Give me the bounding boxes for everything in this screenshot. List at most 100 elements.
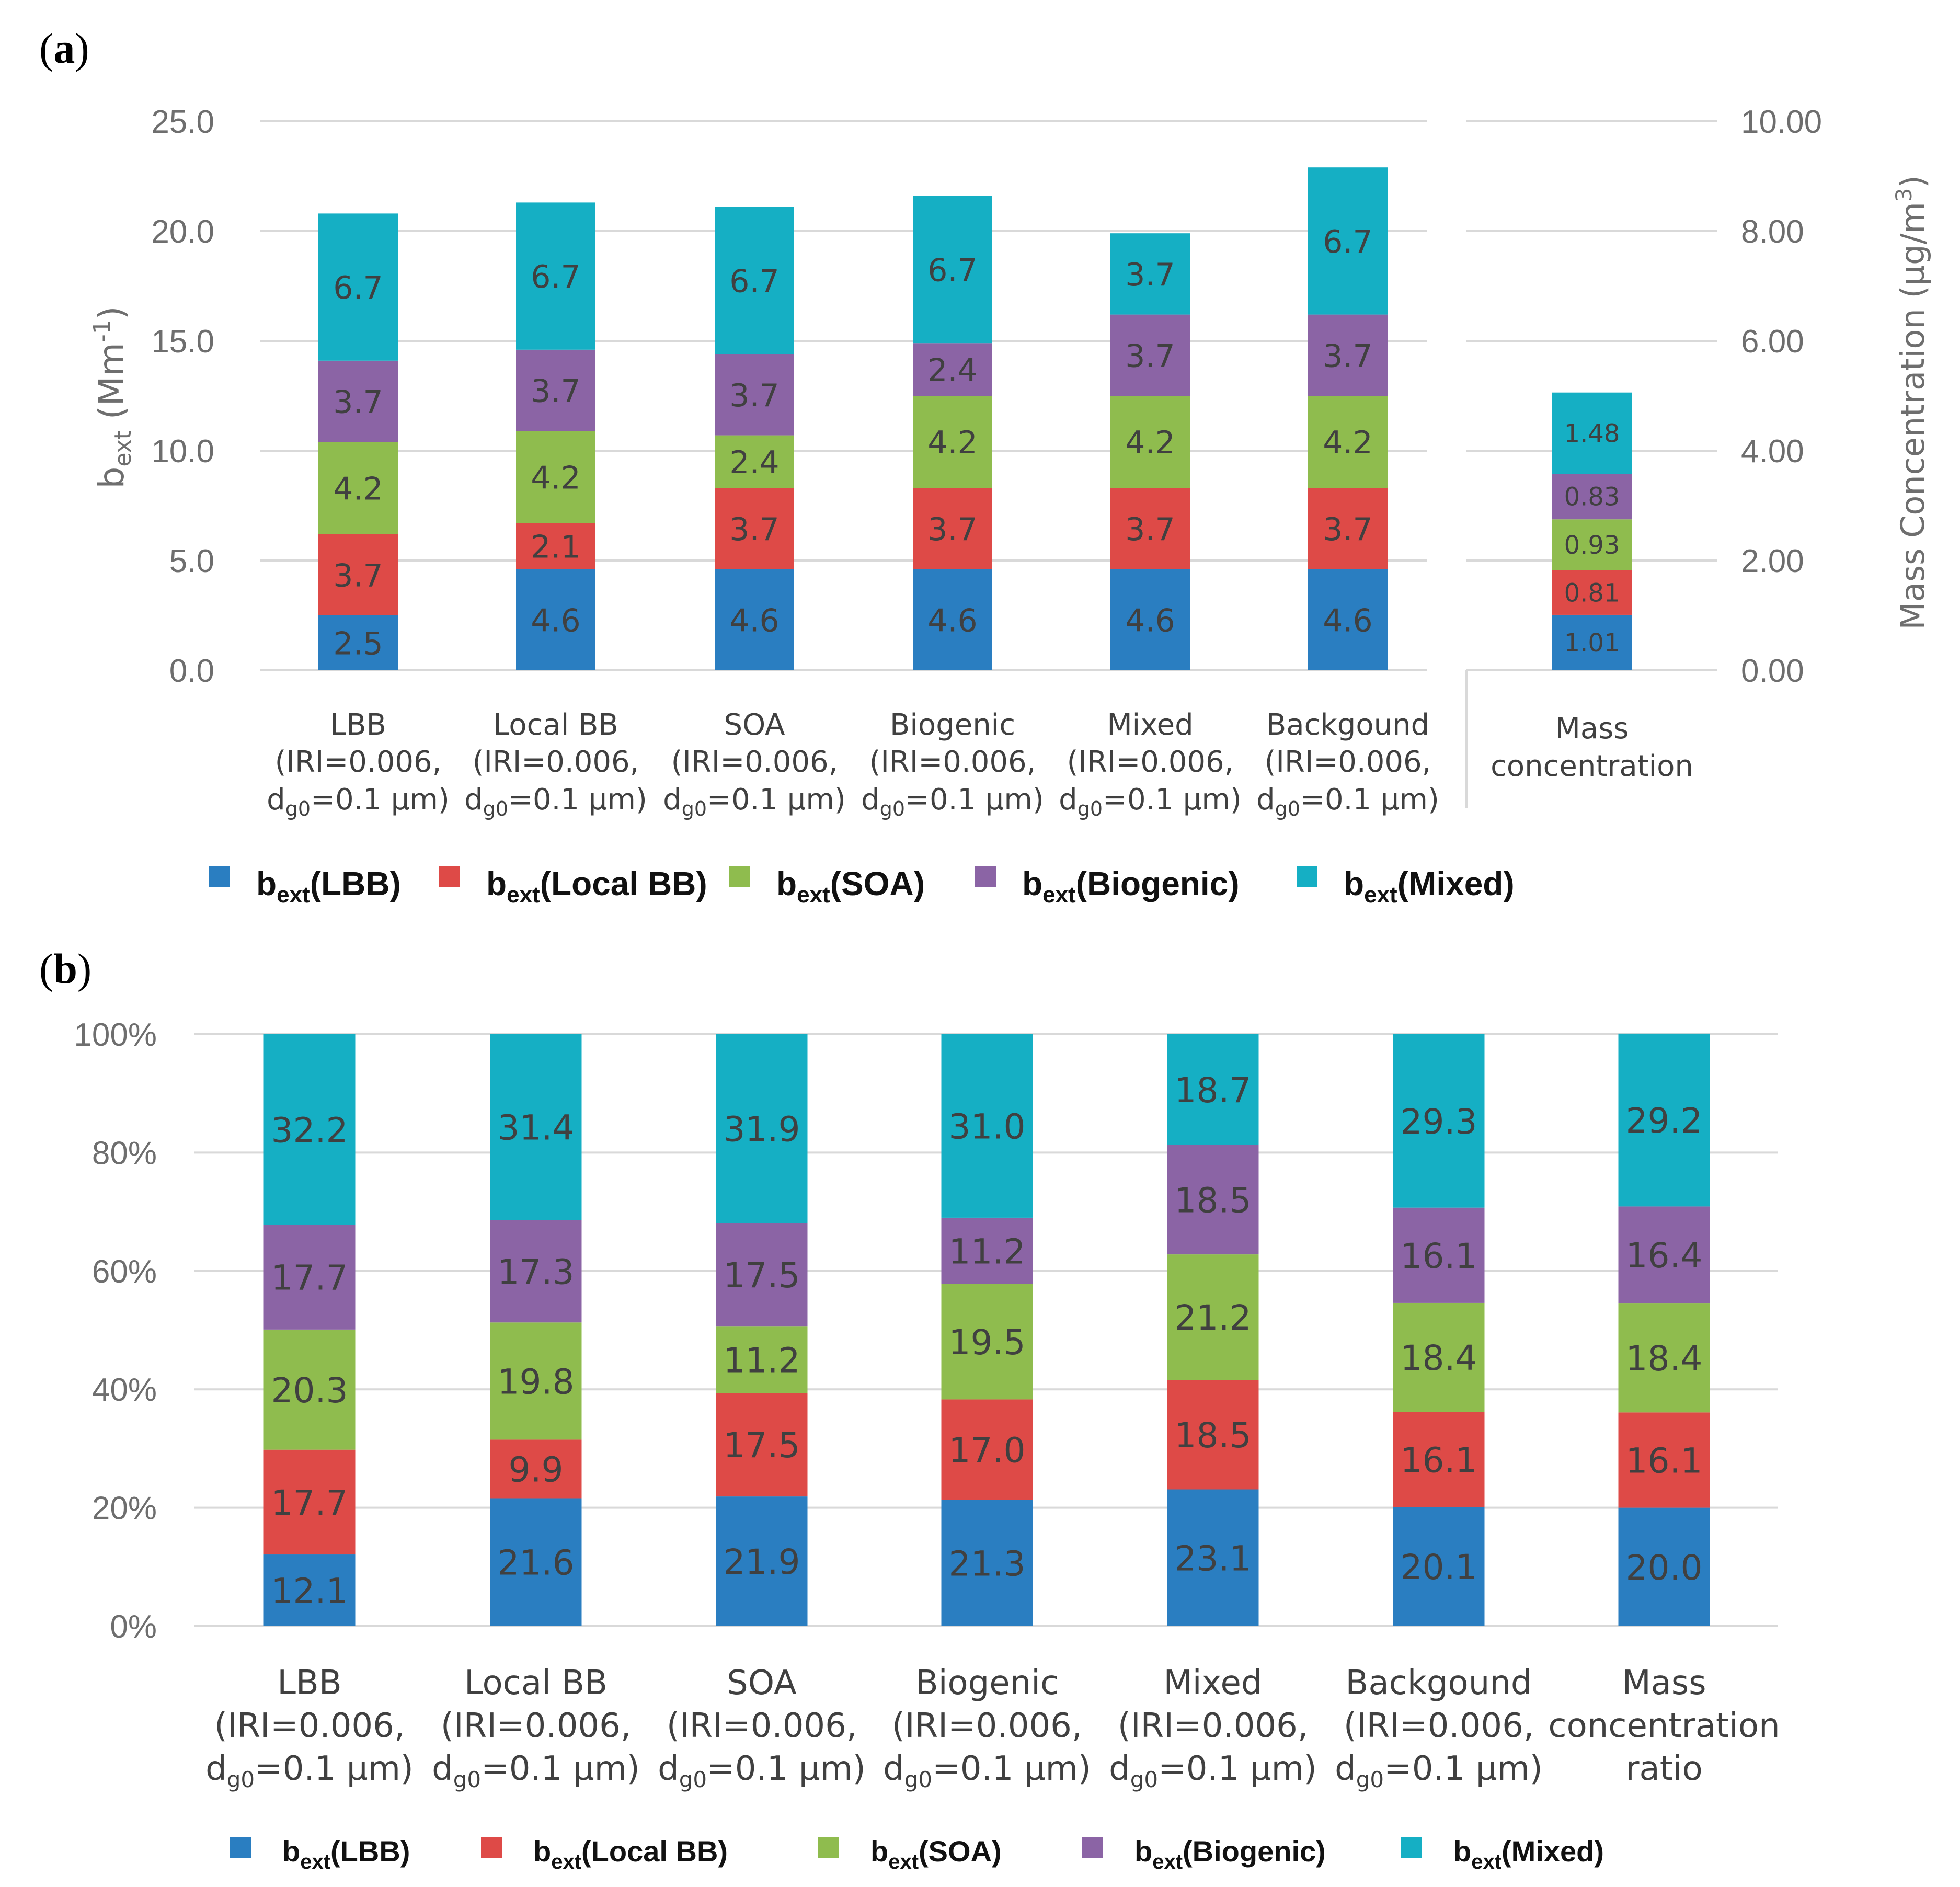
category-name: Mass: [1622, 1664, 1706, 1702]
legend-item-lbb: bext(LBB): [230, 1835, 410, 1873]
bar-value-label: 3.7: [531, 373, 580, 410]
bar-segment-biogenic: [1167, 1145, 1259, 1255]
bar-segment-lbb: [516, 569, 595, 670]
mass-bar-segment-biogenic: [1552, 474, 1632, 520]
x-category-label: Local BB(IRI=0.006,dg0=0.1 μm): [464, 708, 647, 820]
y-tick-label: 100%: [74, 1017, 157, 1053]
category-name: Mixed: [1164, 1664, 1263, 1702]
bar-segment-mixed: [716, 1034, 808, 1223]
bar-value-label: 2.4: [729, 444, 779, 481]
bar-segment-biogenic: [1308, 314, 1388, 396]
legend-item-lbb: bext(LBB): [209, 865, 401, 908]
bar-segment-soa: [1393, 1302, 1485, 1412]
y-tick-label: 60%: [92, 1254, 157, 1290]
category-iri: (IRI=0.006,: [473, 745, 639, 779]
legend-item-biogenic: bext(Biogenic): [1082, 1835, 1326, 1873]
bar-segment-lbb: [318, 615, 398, 670]
bar-segment-biogenic: [1110, 314, 1190, 396]
bar-value-label: 17.3: [498, 1252, 575, 1292]
bar-value-label: 19.5: [949, 1322, 1026, 1363]
category-dg0: dg0=0.1 μm): [205, 1749, 414, 1792]
category-dg0: dg0=0.1 μm): [432, 1749, 640, 1792]
category-iri: (IRI=0.006,: [671, 745, 838, 779]
bar-value-label: 17.7: [271, 1258, 348, 1298]
bar-segment-mixed: [1618, 1033, 1710, 1207]
x-category-label: Local BB(IRI=0.006,dg0=0.1 μm): [432, 1664, 640, 1792]
bar-value-label: 29.3: [1401, 1102, 1477, 1142]
legend-item-localbb: bext(Local BB): [481, 1835, 728, 1873]
bar-value-label: 11.2: [724, 1341, 800, 1381]
category-iri: (IRI=0.006,: [1265, 745, 1431, 779]
category-dg0: dg0=0.1 μm): [861, 783, 1044, 820]
bar-value-label: 17.0: [949, 1431, 1026, 1471]
y-tick-label: 20.0: [151, 214, 214, 250]
legend-item-mixed: bext(Mixed): [1297, 865, 1515, 908]
bar-value-label: 2.5: [333, 626, 383, 662]
bar-segment-localbb: [318, 534, 398, 615]
y-tick-label: 0%: [110, 1609, 157, 1645]
category-name: Mixed: [1107, 708, 1193, 742]
bar-value-label: 11.2: [949, 1231, 1026, 1272]
bar-segment-soa: [715, 435, 794, 488]
bar-segment-localbb: [516, 523, 595, 569]
bar-segment-lbb: [1308, 569, 1388, 670]
category-line2: (IRI=0.006,: [441, 1707, 631, 1745]
bar-segment-soa: [318, 442, 398, 534]
mass-bar-value-label: 0.81: [1564, 578, 1620, 608]
bar-segment-mixed: [516, 202, 595, 350]
bar-value-label: 4.2: [927, 425, 977, 461]
bar-segment-mixed: [1308, 167, 1388, 315]
y2-tick-label: 0.00: [1741, 653, 1804, 689]
legend-swatch: [1401, 1837, 1422, 1858]
bar-value-label: 3.7: [927, 511, 977, 548]
bar-value-label: 21.2: [1175, 1298, 1252, 1338]
bar-segment-lbb: [490, 1498, 582, 1626]
bar-value-label: 3.7: [1323, 511, 1372, 548]
bar-value-label: 32.2: [271, 1110, 348, 1150]
bar-value-label: 17.5: [724, 1425, 800, 1466]
bar-value-label: 4.2: [1125, 425, 1175, 461]
x-category-label: Mixed(IRI=0.006, dg0=0.1 μm): [1059, 708, 1242, 820]
bar-segment-localbb: [1618, 1412, 1710, 1508]
bar-value-label: 4.2: [531, 460, 580, 496]
category-dg0: dg0=0.1 μm): [1335, 1749, 1543, 1792]
bar-value-label: 9.9: [509, 1449, 564, 1490]
legend-item-biogenic: bext(Biogenic): [975, 865, 1240, 908]
category-line2: (IRI=0.006,: [214, 1707, 405, 1745]
bar-value-label: 31.0: [949, 1106, 1026, 1147]
bar-value-label: 3.7: [333, 557, 383, 594]
bar-value-label: 12.1: [271, 1571, 348, 1611]
bar-value-label: 18.5: [1175, 1180, 1252, 1220]
category-line3: ratio: [1625, 1749, 1703, 1788]
mass-bar-segment-mixed: [1552, 392, 1632, 474]
bar-value-label: 20.0: [1626, 1548, 1703, 1588]
bar-value-label: 16.4: [1626, 1236, 1703, 1276]
mass-bar-segment-localbb: [1552, 570, 1632, 615]
bar-segment-mixed: [1110, 233, 1190, 315]
x-category-label: Mass concentration ratio: [1548, 1664, 1780, 1788]
bar-value-label: 6.7: [729, 264, 779, 300]
legend-a: bext(LBB) bext(Local BB) bext(SOA) bext(Bio…: [209, 865, 1515, 908]
y-tick-label: 15.0: [151, 324, 214, 360]
bar-value-label: 2.1: [531, 529, 580, 566]
x-category-label: LBB(IRI=0.006, dg0=0.1 μm): [267, 708, 450, 820]
y2-tick-label: 10.00: [1741, 104, 1822, 140]
bar-segment-lbb: [716, 1496, 808, 1626]
bar-segment-biogenic: [716, 1223, 808, 1327]
bar-value-label: 6.7: [927, 253, 977, 289]
bar-value-label: 4.6: [531, 602, 580, 639]
bar-segment-lbb: [263, 1554, 356, 1626]
bar-segment-localbb: [1110, 488, 1190, 569]
category-name: Biogenic: [915, 1664, 1059, 1702]
bar-segment-soa: [913, 396, 992, 488]
bar-value-label: 3.7: [1125, 338, 1175, 374]
category-dg0: dg0=0.1 μm): [883, 1749, 1091, 1792]
bar-value-label: 3.7: [1125, 257, 1175, 293]
bar-segment-localbb: [913, 488, 992, 569]
bar-value-label: 29.2: [1626, 1101, 1703, 1141]
legend-label: bext(Biogenic): [1134, 1835, 1326, 1873]
category-iri: (IRI=0.006,: [1067, 745, 1234, 779]
bar-segment-mixed: [913, 196, 992, 344]
bar-segment-localbb: [490, 1439, 582, 1499]
